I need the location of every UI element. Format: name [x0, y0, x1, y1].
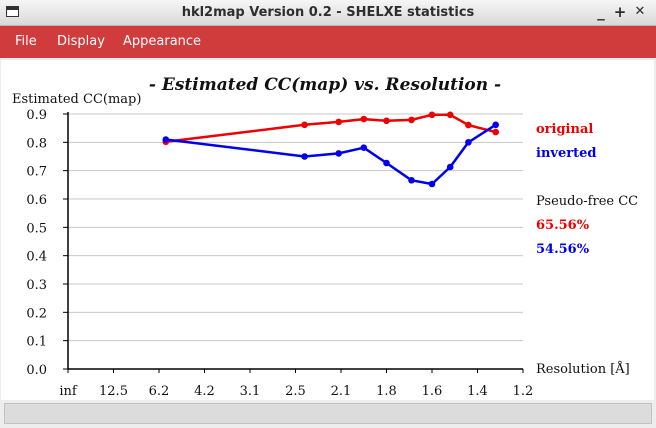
- data-point-inverted: [492, 121, 500, 129]
- menu-display[interactable]: Display: [57, 34, 105, 49]
- legend-original: original: [536, 122, 593, 137]
- x-tick-label: 12.5: [99, 384, 128, 399]
- x-tick-label: 3.1: [240, 384, 261, 399]
- series-line-inverted: [165, 123, 497, 186]
- y-tick-label: 0.8: [26, 136, 47, 151]
- y-tick-label: 0.4: [26, 250, 47, 265]
- x-tick-label: 1.4: [467, 384, 488, 399]
- x-tick-label: 1.8: [376, 384, 397, 399]
- data-point-inverted: [360, 144, 368, 151]
- pseudo-free-cc-label: Pseudo-free CC: [536, 194, 638, 209]
- data-point-original: [465, 121, 472, 129]
- chart-title: - Estimated CC(map) vs. Resolution -: [149, 75, 501, 95]
- chart-canvas: - Estimated CC(map) vs. Resolution - Est…: [1, 60, 654, 400]
- x-tick-label: inf: [59, 384, 78, 399]
- data-point-inverted: [383, 159, 390, 167]
- data-point-inverted: [408, 177, 415, 184]
- x-tick-label: 1.6: [422, 384, 443, 399]
- data-point-original: [383, 117, 390, 125]
- y-tick-label: 0.5: [26, 221, 47, 236]
- data-point-original: [492, 128, 500, 136]
- data-point-original: [428, 111, 436, 119]
- close-button[interactable]: ✕: [634, 4, 646, 19]
- y-tick-label: 0.0: [26, 363, 47, 378]
- data-point-inverted: [162, 136, 170, 143]
- data-point-inverted: [301, 153, 308, 160]
- x-tick-label: 6.2: [149, 384, 170, 399]
- x-tick-label: 1.2: [513, 384, 534, 399]
- pseudo-free-inverted-value: 54.56%: [536, 242, 590, 257]
- y-axis-label: Estimated CC(map): [12, 92, 141, 107]
- data-point-inverted: [446, 163, 454, 171]
- y-tick-label: 0.3: [26, 278, 47, 293]
- data-point-original: [301, 121, 308, 129]
- y-tick-label: 0.7: [26, 165, 47, 180]
- x-tick-label: 4.2: [194, 384, 215, 399]
- y-tick-label: 0.9: [26, 108, 47, 123]
- x-axis-label: Resolution [Å]: [536, 361, 630, 377]
- data-point-original: [360, 115, 368, 123]
- data-point-original: [408, 116, 415, 124]
- menu-bar: File Display Appearance: [0, 26, 656, 58]
- data-point-inverted: [465, 139, 472, 146]
- data-point-original: [335, 118, 343, 126]
- window-title: hkl2map Version 0.2 - SHELXE statistics: [181, 5, 475, 20]
- legend-inverted: inverted: [536, 146, 596, 161]
- menu-appearance[interactable]: Appearance: [123, 34, 202, 49]
- window-icon[interactable]: [6, 6, 19, 17]
- cc-vs-resolution-chart: - Estimated CC(map) vs. Resolution - Est…: [12, 75, 638, 399]
- data-point-inverted: [335, 150, 343, 157]
- x-tick-label: 2.1: [331, 384, 352, 399]
- title-bar: hkl2map Version 0.2 - SHELXE statistics …: [0, 0, 656, 26]
- minimize-button[interactable]: _: [597, 3, 605, 21]
- menu-file[interactable]: File: [15, 34, 37, 49]
- data-point-inverted: [428, 180, 436, 188]
- series-line-original: [165, 113, 497, 144]
- status-bar: [4, 403, 652, 424]
- x-tick-label: 2.5: [285, 384, 306, 399]
- pseudo-free-original-value: 65.56%: [536, 218, 590, 233]
- y-tick-label: 0.6: [26, 193, 47, 208]
- maximize-button[interactable]: +: [613, 3, 627, 21]
- data-point-original: [446, 111, 454, 119]
- y-tick-label: 0.1: [26, 335, 47, 350]
- y-tick-label: 0.2: [26, 306, 47, 321]
